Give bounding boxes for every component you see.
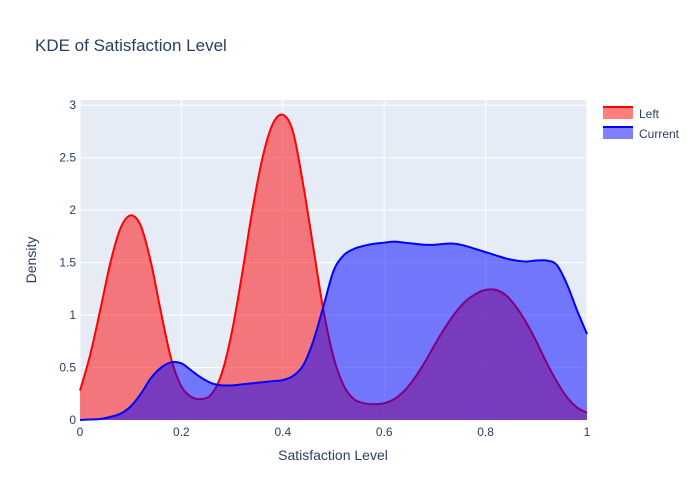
x-tick-label: 0.4 xyxy=(274,425,291,439)
legend[interactable]: Left Current xyxy=(603,106,680,141)
y-tick-label: 2.5 xyxy=(59,151,76,165)
y-tick-label: 0.5 xyxy=(59,361,76,375)
area-line-current xyxy=(79,240,588,421)
y-tick-label: 1 xyxy=(69,308,76,322)
legend-swatch-current xyxy=(603,127,633,139)
y-tick-labels: 0 0.5 1 1.5 2 2.5 3 xyxy=(59,98,76,427)
legend-swatch-left xyxy=(603,107,633,119)
x-tick-label: 0 xyxy=(77,425,84,439)
y-tick-label: 1.5 xyxy=(59,256,76,270)
series-areas xyxy=(79,113,588,421)
x-tick-label: 0.8 xyxy=(477,425,494,439)
x-tick-label: 0.6 xyxy=(376,425,393,439)
y-tick-label: 2 xyxy=(69,203,76,217)
legend-item-left[interactable]: Left xyxy=(603,106,660,121)
x-tick-label: 0.2 xyxy=(173,425,190,439)
chart-title: KDE of Satisfaction Level xyxy=(35,36,227,55)
legend-label-left: Left xyxy=(639,107,660,121)
legend-item-current[interactable]: Current xyxy=(603,126,680,141)
y-tick-label: 3 xyxy=(69,98,76,112)
area-fill-current xyxy=(80,241,587,420)
x-tick-label: 1 xyxy=(584,425,591,439)
x-axis-title: Satisfaction Level xyxy=(278,447,388,463)
y-tick-label: 0 xyxy=(69,413,76,427)
x-tick-labels: 0 0.2 0.4 0.6 0.8 1 xyxy=(77,425,591,439)
legend-label-current: Current xyxy=(639,127,680,141)
y-axis-title: Density xyxy=(23,237,39,284)
